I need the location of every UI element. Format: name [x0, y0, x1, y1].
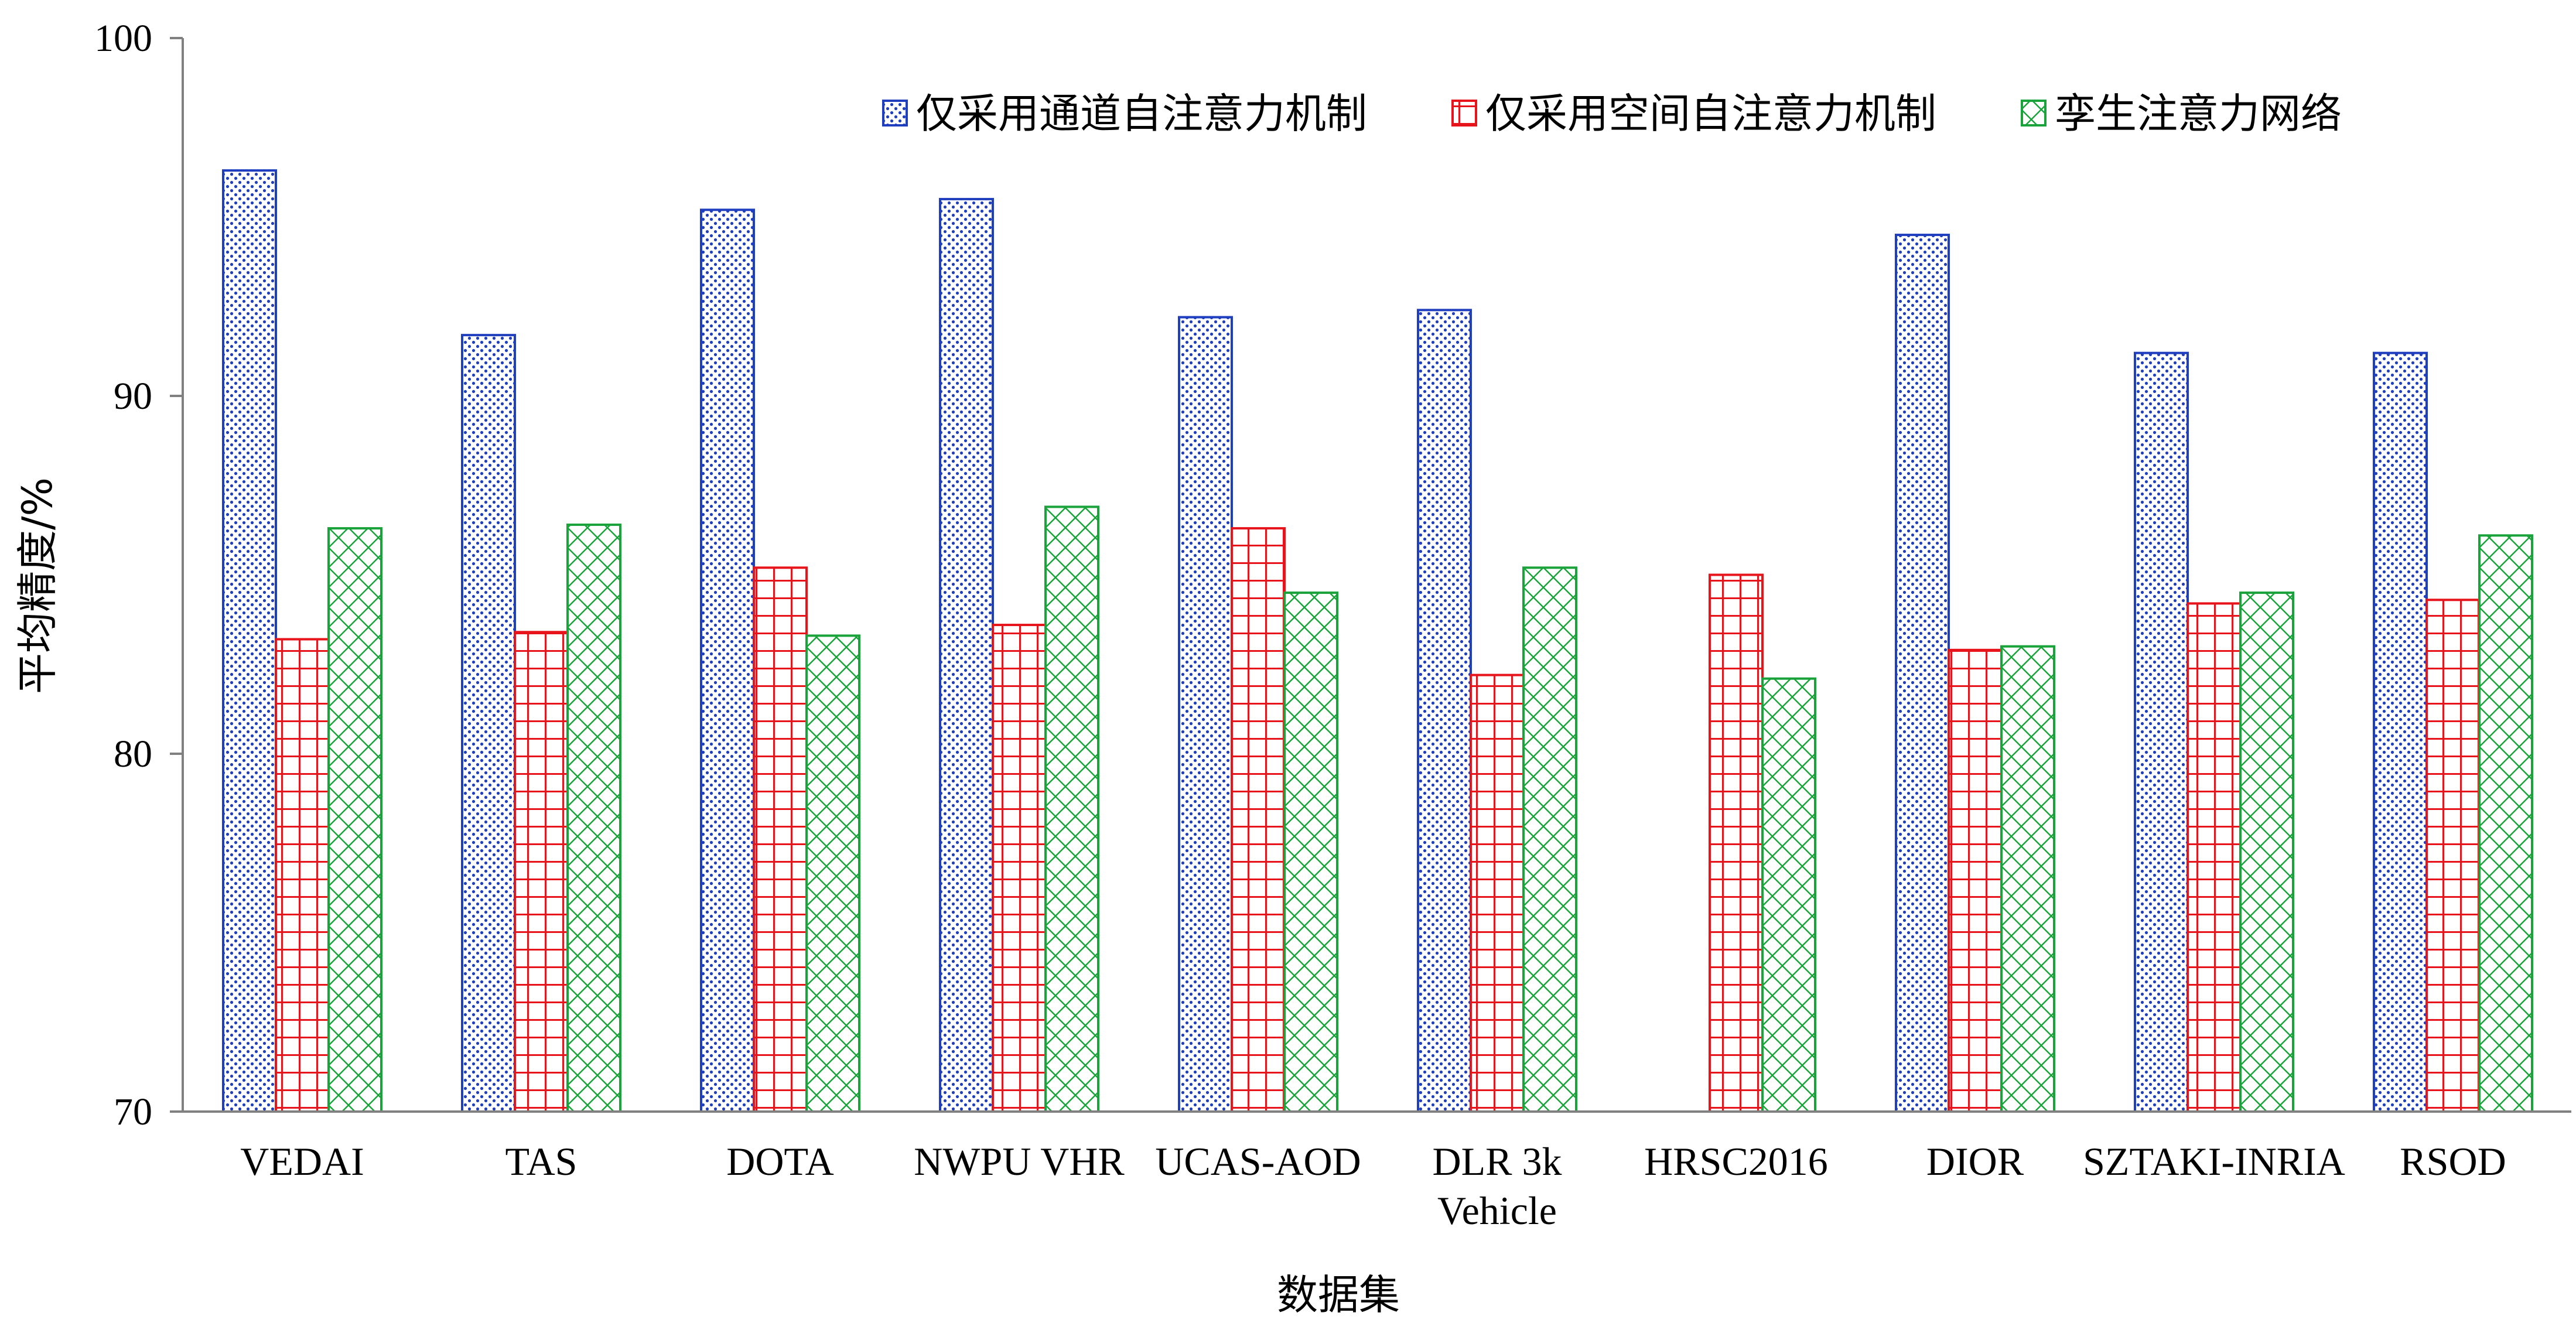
- legend: 仅采用通道自注意力机制 仅采用空间自注意力机制 孪生注意力网络: [882, 90, 2342, 138]
- legend-swatch: [882, 100, 908, 127]
- bar-1-3: [939, 197, 994, 1113]
- bar-2-1: [514, 631, 569, 1113]
- x-category-label: DIOR: [1926, 1139, 2024, 1184]
- x-category-label: SZTAKI-INRIA: [2083, 1139, 2345, 1184]
- bar-1-7: [1895, 234, 1950, 1113]
- legend-label: 孪生注意力网络: [2055, 90, 2342, 138]
- bar-1-2: [700, 208, 755, 1113]
- bar-3-3: [1044, 505, 1099, 1113]
- y-axis-title: 平均精度/%: [13, 477, 62, 694]
- bar-2-0: [275, 638, 330, 1113]
- bar-2-7: [1948, 648, 2003, 1113]
- bar-1-8: [2134, 351, 2189, 1113]
- bar-3-5: [1522, 566, 1577, 1113]
- bar-2-6: [1709, 573, 1764, 1113]
- bar-3-6: [1761, 677, 1816, 1113]
- bar-1-4: [1178, 316, 1233, 1113]
- x-category-label: NWPU VHR: [914, 1139, 1125, 1184]
- x-category-label: DLR 3k Vehicle: [1433, 1139, 1562, 1233]
- bar-3-9: [2478, 534, 2533, 1113]
- y-tick-label: 90: [114, 375, 152, 418]
- bar-3-7: [2000, 645, 2055, 1113]
- x-category-label: VEDAI: [240, 1139, 364, 1184]
- bar-1-5: [1417, 309, 1472, 1113]
- bar-2-4: [1231, 527, 1286, 1113]
- bar-3-8: [2239, 592, 2294, 1113]
- x-category-label: HRSC2016: [1644, 1139, 1828, 1184]
- legend-swatch: [1451, 100, 1477, 127]
- bar-3-1: [566, 523, 621, 1113]
- bar-2-3: [992, 624, 1047, 1113]
- bar-3-4: [1283, 592, 1338, 1113]
- legend-swatch: [2021, 100, 2047, 127]
- x-category-label: RSOD: [2400, 1139, 2506, 1184]
- bar-3-2: [805, 634, 860, 1113]
- x-category-label: DOTA: [726, 1139, 833, 1184]
- x-category-label: TAS: [505, 1139, 577, 1184]
- x-category-label: UCAS-AOD: [1155, 1139, 1361, 1184]
- bar-2-2: [753, 566, 808, 1113]
- y-tick-label: 100: [94, 17, 152, 60]
- y-tick-label: 70: [114, 1091, 152, 1133]
- bar-1-9: [2373, 351, 2428, 1113]
- legend-label: 仅采用空间自注意力机制: [1485, 90, 1936, 138]
- x-axis-title: 数据集: [1277, 1271, 1400, 1319]
- bar-2-8: [2186, 602, 2242, 1113]
- bar-3-0: [327, 527, 382, 1113]
- bar-2-9: [2425, 599, 2481, 1113]
- bar-1-0: [222, 169, 277, 1113]
- bar-1-1: [461, 334, 516, 1113]
- legend-label: 仅采用通道自注意力机制: [916, 90, 1367, 138]
- bar-2-5: [1470, 674, 1525, 1113]
- y-tick-label: 80: [114, 733, 152, 775]
